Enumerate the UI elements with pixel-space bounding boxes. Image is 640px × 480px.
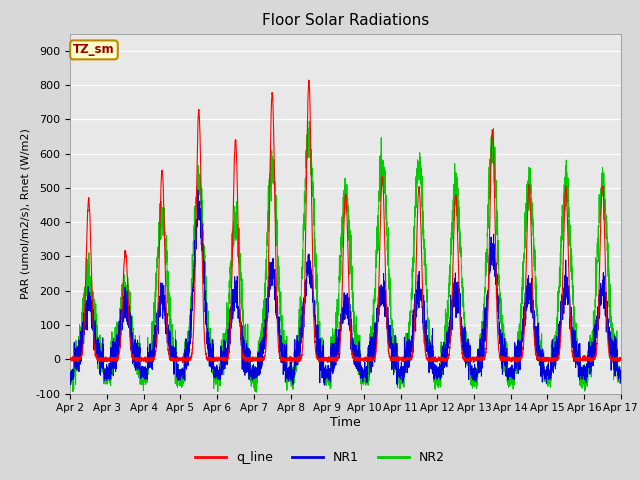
NR2	[500, 354, 508, 360]
Legend: q_line, NR1, NR2: q_line, NR1, NR2	[190, 446, 450, 469]
NR2	[325, 366, 333, 372]
NR1	[325, 373, 333, 379]
NR1	[194, 188, 202, 193]
q_line	[305, 77, 312, 83]
NR2	[253, 389, 260, 395]
NR2	[67, 366, 74, 372]
NR2	[439, 372, 447, 377]
NR1	[166, 338, 173, 344]
NR1	[469, 366, 477, 372]
q_line	[67, 356, 74, 361]
NR1	[67, 370, 74, 375]
q_line	[616, 358, 624, 363]
NR1	[439, 362, 447, 368]
q_line	[617, 355, 625, 360]
q_line	[166, 354, 173, 360]
Title: Floor Solar Radiations: Floor Solar Radiations	[262, 13, 429, 28]
NR1	[500, 359, 508, 365]
q_line	[325, 355, 333, 361]
Y-axis label: PAR (umol/m2/s), Rnet (W/m2): PAR (umol/m2/s), Rnet (W/m2)	[20, 128, 30, 299]
NR1	[321, 382, 328, 388]
NR2	[305, 119, 313, 124]
Text: TZ_sm: TZ_sm	[73, 43, 115, 56]
NR1	[616, 369, 624, 374]
q_line	[469, 354, 477, 360]
Line: NR2: NR2	[70, 121, 621, 392]
NR1	[617, 367, 625, 373]
Line: q_line: q_line	[70, 80, 621, 363]
Line: NR1: NR1	[70, 191, 621, 385]
NR2	[617, 374, 625, 380]
NR2	[469, 380, 477, 385]
NR2	[166, 312, 173, 318]
q_line	[500, 356, 508, 361]
NR2	[616, 380, 624, 386]
X-axis label: Time: Time	[330, 416, 361, 429]
q_line	[439, 354, 447, 360]
q_line	[179, 360, 186, 366]
